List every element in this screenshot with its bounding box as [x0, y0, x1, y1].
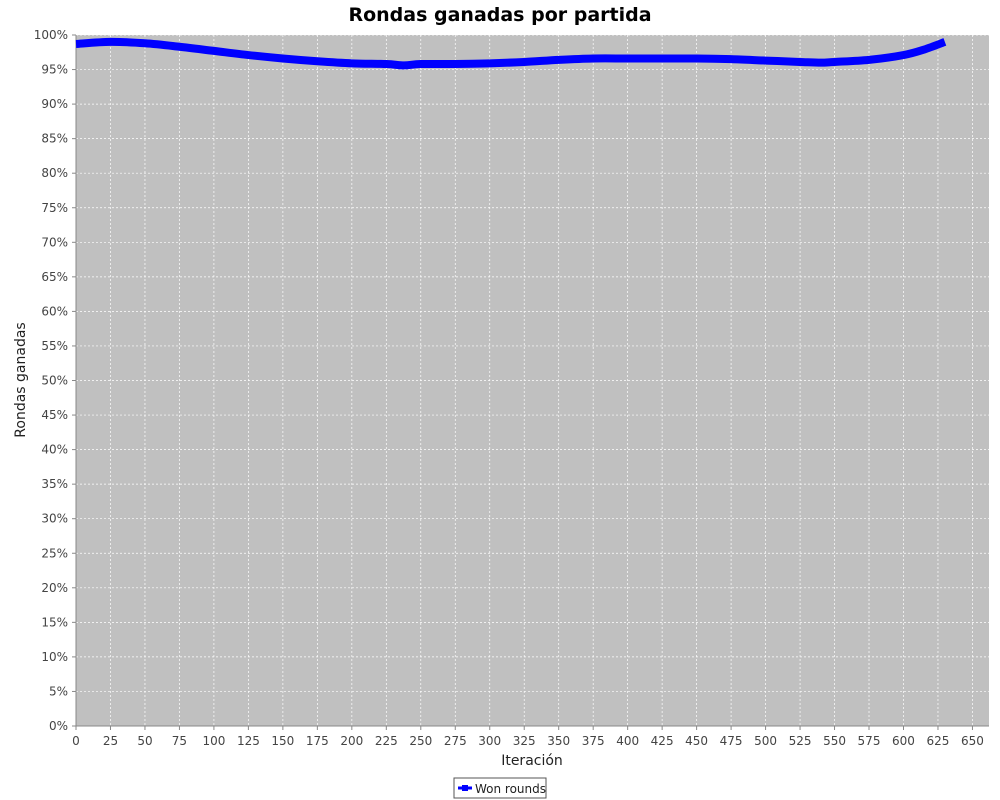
x-tick-label: 275 — [444, 734, 467, 748]
x-tick-label: 200 — [340, 734, 363, 748]
y-tick-label: 40% — [41, 443, 68, 457]
y-tick-label: 5% — [49, 684, 68, 698]
grid-lines — [75, 34, 989, 727]
y-tick-label: 85% — [41, 132, 68, 146]
x-tick-label: 75 — [172, 734, 187, 748]
y-tick-label: 45% — [41, 408, 68, 422]
x-tick-label: 650 — [961, 734, 984, 748]
x-tick-label: 525 — [789, 734, 812, 748]
x-tick-label: 0 — [72, 734, 80, 748]
y-tick-label: 10% — [41, 650, 68, 664]
legend-series-label: Won rounds — [475, 782, 546, 796]
y-tick-label: 55% — [41, 339, 68, 353]
y-tick-label: 50% — [41, 374, 68, 388]
series-layer — [75, 37, 947, 70]
x-tick-label: 400 — [616, 734, 639, 748]
tick-labels: 0 25 50 75 100 125 150 175 200 225 250 275 300 325 350… — [34, 28, 984, 748]
x-tick-label: 50 — [137, 734, 152, 748]
chart-title: Rondas ganadas por partida — [348, 4, 651, 26]
x-axis-label: Iteración — [501, 753, 563, 769]
x-tick-label: 175 — [306, 734, 329, 748]
x-tick-label: 425 — [651, 734, 674, 748]
y-tick-label: 80% — [41, 166, 68, 180]
y-tick-label: 95% — [41, 63, 68, 77]
x-tick-label: 575 — [858, 734, 881, 748]
x-tick-label: 350 — [547, 734, 570, 748]
y-tick-label: 30% — [41, 512, 68, 526]
x-tick-label: 25 — [103, 734, 118, 748]
y-axis-label: Rondas ganadas — [13, 322, 29, 437]
legend: Won rounds — [453, 777, 547, 799]
y-tick-label: 35% — [41, 477, 68, 491]
x-tick-label: 500 — [754, 734, 777, 748]
x-tick-label: 225 — [375, 734, 398, 748]
y-tick-label: 0% — [49, 719, 68, 733]
y-tick-label: 20% — [41, 581, 68, 595]
y-tick-label: 25% — [41, 546, 68, 560]
x-tick-label: 600 — [892, 734, 915, 748]
x-tick-label: 625 — [927, 734, 950, 748]
y-tick-label: 90% — [41, 97, 68, 111]
x-tick-label: 250 — [409, 734, 432, 748]
x-tick-label: 150 — [271, 734, 294, 748]
legend-box — [453, 777, 547, 799]
x-tick-label: 325 — [513, 734, 536, 748]
axes — [72, 34, 989, 730]
y-tick-label: 15% — [41, 615, 68, 629]
x-tick-label: 550 — [823, 734, 846, 748]
x-tick-label: 450 — [685, 734, 708, 748]
y-tick-label: 60% — [41, 304, 68, 318]
x-tick-label: 475 — [720, 734, 743, 748]
y-tick-label: 70% — [41, 235, 68, 249]
y-tick-label: 75% — [41, 201, 68, 215]
legend-series-marker — [462, 785, 468, 791]
y-tick-label: 65% — [41, 270, 68, 284]
x-tick-label: 100 — [202, 734, 225, 748]
x-tick-label: 375 — [582, 734, 605, 748]
y-tick-label: 100% — [34, 28, 68, 42]
series-line-0 — [75, 37, 947, 70]
x-tick-label: 125 — [237, 734, 260, 748]
x-tick-label: 300 — [478, 734, 501, 748]
